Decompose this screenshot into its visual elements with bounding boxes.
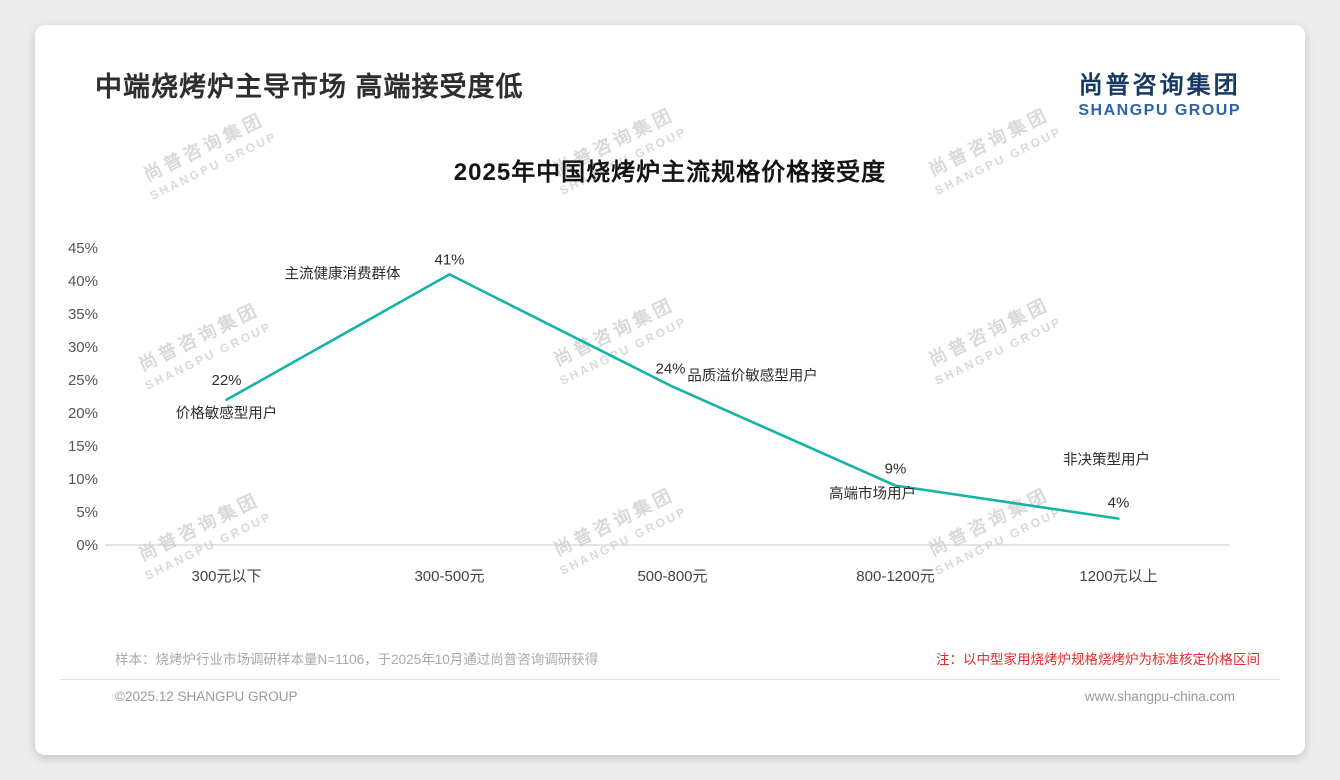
data-point-value-label: 24%: [655, 361, 685, 378]
slide-card: 尚普咨询集团 SHANGPU GROUP 尚普咨询集团 SHANGPU GROUP 尚普…: [35, 25, 1305, 755]
y-axis-tick-label: 25%: [68, 372, 98, 389]
y-axis-tick-label: 0%: [76, 537, 98, 554]
copyright-text: ©2025.12 SHANGPU GROUP: [115, 689, 298, 704]
footer-divider: [60, 679, 1280, 680]
y-axis-tick-label: 30%: [68, 339, 98, 356]
company-logo: 尚普咨询集团 SHANGPU GROUP: [1078, 65, 1241, 120]
data-point-value-label: 22%: [211, 372, 241, 389]
x-axis-category-label: 500-800元: [637, 568, 707, 585]
data-point-value-label: 4%: [1108, 495, 1130, 512]
y-axis-tick-label: 20%: [68, 405, 98, 422]
slide-content: 中端烧烤炉主导市场 高端接受度低 尚普咨询集团 SHANGPU GROUP 20…: [35, 25, 1305, 755]
segment-annotation-label: 高端市场用户: [829, 486, 916, 503]
acceptance-line-series: [225, 273, 1120, 520]
y-axis-tick-label: 35%: [68, 306, 98, 323]
y-axis-tick-label: 40%: [68, 273, 98, 290]
segment-annotation-label: 价格敏感型用户: [176, 405, 278, 422]
segment-annotation-label: 非决策型用户: [1063, 452, 1150, 469]
x-axis-category-label: 300元以下: [191, 568, 261, 585]
x-axis-category-label: 1200元以上: [1079, 568, 1157, 585]
price-basis-note: 注：以中型家用烧烤炉规格烧烤炉为标准核定价格区间: [936, 652, 1260, 667]
line-chart-svg: 0% 5% 10% 15% 20% 25% 30% 35% 40% 45% 300元以下 300-50…: [68, 240, 1230, 585]
segment-annotation-label: 主流健康消费群体: [285, 265, 401, 282]
slide-header: 中端烧烤炉主导市场 高端接受度低 尚普咨询集团 SHANGPU GROUP: [35, 25, 1305, 120]
y-axis-tick-label: 15%: [68, 438, 98, 455]
page-title: 中端烧烤炉主导市场 高端接受度低: [95, 72, 524, 102]
logo-en-text: SHANGPU GROUP: [1078, 102, 1241, 119]
price-acceptance-chart: 0% 5% 10% 15% 20% 25% 30% 35% 40% 45% 300元以下 300-50…: [50, 213, 1290, 598]
y-axis-tick-label: 10%: [68, 471, 98, 488]
logo-cn-text: 尚普咨询集团: [1078, 72, 1241, 99]
segment-annotation-label: 品质溢价敏感型用户: [687, 368, 818, 385]
slide-footer: ©2025.12 SHANGPU GROUP www.shangpu-china…: [35, 680, 1305, 704]
notes-row: 样本：烧烤炉行业市场调研样本量N=1106，于2025年10月通过尚普咨询调研获…: [35, 648, 1305, 668]
data-point-value-label: 9%: [885, 461, 907, 478]
y-axis-tick-label: 5%: [76, 504, 98, 521]
x-axis-category-label: 800-1200元: [856, 568, 934, 585]
data-point-value-label: 41%: [434, 251, 464, 268]
sample-note: 样本：烧烤炉行业市场调研样本量N=1106，于2025年10月通过尚普咨询调研获…: [115, 652, 599, 667]
website-text: www.shangpu-china.com: [1084, 689, 1235, 704]
y-axis-tick-label: 45%: [68, 240, 98, 257]
x-axis-category-label: 300-500元: [414, 568, 484, 585]
chart-title: 2025年中国烧烤炉主流规格价格接受度: [453, 159, 887, 186]
